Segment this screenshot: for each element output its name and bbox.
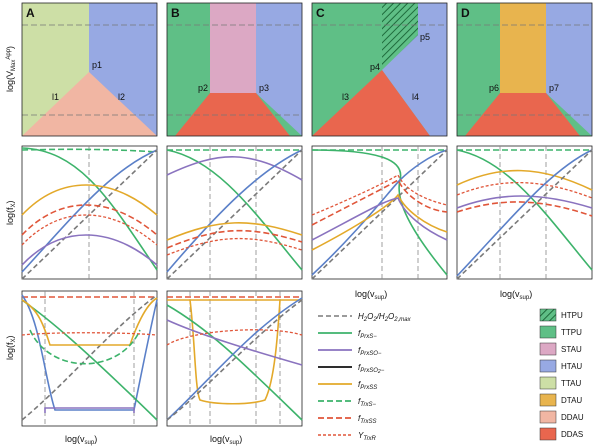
panel-b-fraction-plot bbox=[166, 145, 303, 280]
legend-h2o2: H2O2/H2O2,max bbox=[318, 312, 412, 323]
legend-ddas: DDAS bbox=[539, 427, 583, 441]
panel-c-fraction-plot bbox=[311, 145, 448, 280]
legend-htpu: HTPU bbox=[539, 308, 583, 322]
point-label-p2: p2 bbox=[198, 83, 208, 93]
line-label-l1: l1 bbox=[52, 92, 59, 102]
svg-text:HTPU: HTPU bbox=[561, 311, 583, 320]
svg-text:TTPU: TTPU bbox=[561, 328, 582, 337]
legend-trxs: fTrxS− bbox=[318, 397, 376, 408]
panel-c-phase-diagram: C p4 p5 l3 l4 bbox=[311, 2, 448, 137]
point-label-p5: p5 bbox=[420, 32, 430, 42]
x-axis-label-b: log(vsup) bbox=[210, 434, 242, 446]
svg-text:fPrxS−: fPrxS− bbox=[358, 329, 377, 340]
svg-text:STAU: STAU bbox=[561, 345, 582, 354]
panel-d-fraction-plot bbox=[456, 145, 593, 280]
svg-text:fPrxSO−: fPrxSO− bbox=[358, 346, 382, 357]
legend: H2O2/H2O2,max fPrxS− fPrxSO− fPrxSO2− fP… bbox=[318, 308, 584, 442]
legend-ttau: TTAU bbox=[539, 376, 582, 390]
line-label-l2: l2 bbox=[118, 92, 125, 102]
legend-ddau: DDAU bbox=[539, 410, 584, 424]
svg-text:fTrxS−: fTrxS− bbox=[358, 397, 376, 408]
svg-text:H2O2/H2O2,max: H2O2/H2O2,max bbox=[358, 312, 412, 323]
panel-a-phase-diagram: A p1 l1 l2 bbox=[21, 2, 158, 137]
legend-stau: STAU bbox=[539, 342, 582, 356]
svg-text:DDAU: DDAU bbox=[561, 413, 584, 422]
x-axis-label-a: log(vsup) bbox=[65, 434, 97, 446]
legend-dtau: DTAU bbox=[539, 393, 582, 407]
legend-prxso: fPrxSO− bbox=[318, 346, 382, 357]
point-label-p7: p7 bbox=[549, 83, 559, 93]
point-label-p1: p1 bbox=[92, 60, 102, 70]
svg-text:DDAS: DDAS bbox=[561, 430, 583, 439]
panel-label-d: D bbox=[461, 6, 470, 20]
legend-trxss: fTrxSS bbox=[318, 414, 376, 425]
x-axis-label-c: log(vsup) bbox=[355, 289, 387, 301]
legend-prxso2: fPrxSO2− bbox=[318, 363, 385, 375]
panel-b-phase-diagram: B p2 p3 bbox=[166, 2, 303, 137]
x-axis-label-d: log(vsup) bbox=[500, 289, 532, 301]
svg-text:HTAU: HTAU bbox=[561, 362, 582, 371]
svg-text:fPrxSS: fPrxSS bbox=[358, 380, 377, 391]
panel-b-bottom-plot bbox=[166, 290, 303, 427]
svg-text:YTrxR: YTrxR bbox=[358, 431, 377, 442]
panel-label-a: A bbox=[26, 6, 35, 20]
legend-htau: HTAU bbox=[539, 359, 582, 373]
top-y-axis-label: log(VMaxApp) bbox=[5, 46, 17, 92]
panel-label-b: B bbox=[171, 6, 180, 20]
line-label-l3: l3 bbox=[342, 92, 349, 102]
point-label-p6: p6 bbox=[489, 83, 499, 93]
point-label-p3: p3 bbox=[259, 83, 269, 93]
legend-ttpu: TTPU bbox=[539, 325, 582, 339]
point-label-p4: p4 bbox=[370, 62, 380, 72]
svg-text:TTAU: TTAU bbox=[561, 379, 582, 388]
line-label-l4: l4 bbox=[412, 92, 419, 102]
mid-y-axis-label: log(fX) bbox=[5, 200, 17, 225]
bottom-y-axis-label: log(fX) bbox=[5, 335, 17, 360]
panel-d-phase-diagram: D p6 p7 bbox=[456, 2, 593, 137]
svg-text:fTrxSS: fTrxSS bbox=[358, 414, 376, 425]
panel-label-c: C bbox=[316, 6, 325, 20]
legend-prxss: fPrxSS bbox=[318, 380, 377, 391]
svg-text:DTAU: DTAU bbox=[561, 396, 582, 405]
svg-text:fPrxSO2−: fPrxSO2− bbox=[358, 363, 385, 375]
panel-a-fraction-plot bbox=[21, 145, 158, 280]
legend-prxs: fPrxS− bbox=[318, 329, 377, 340]
legend-trxr: YTrxR bbox=[318, 431, 377, 442]
panel-a-bottom-plot bbox=[21, 290, 158, 427]
